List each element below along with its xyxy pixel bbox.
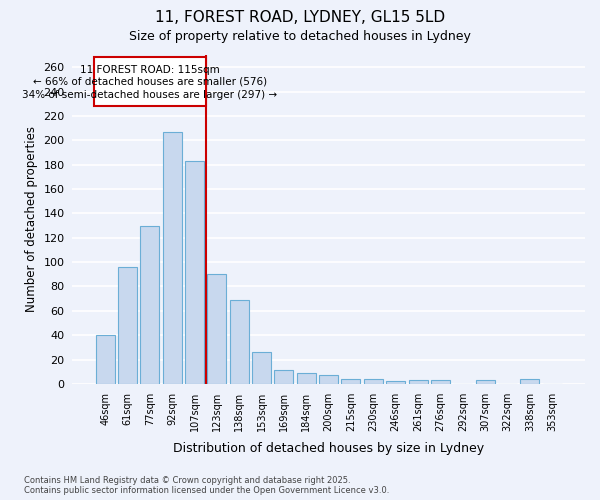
Bar xyxy=(208,274,226,384)
Text: 11 FOREST ROAD: 115sqm: 11 FOREST ROAD: 115sqm xyxy=(80,64,220,74)
Bar xyxy=(163,132,182,384)
Bar xyxy=(341,379,361,384)
Bar xyxy=(409,380,428,384)
Text: 11, FOREST ROAD, LYDNEY, GL15 5LD: 11, FOREST ROAD, LYDNEY, GL15 5LD xyxy=(155,10,445,25)
Text: ← 66% of detached houses are smaller (576): ← 66% of detached houses are smaller (57… xyxy=(33,77,267,87)
Text: Size of property relative to detached houses in Lydney: Size of property relative to detached ho… xyxy=(129,30,471,43)
Bar xyxy=(95,335,115,384)
Bar xyxy=(319,376,338,384)
Bar xyxy=(252,352,271,384)
Bar xyxy=(386,382,405,384)
Text: Contains HM Land Registry data © Crown copyright and database right 2025.
Contai: Contains HM Land Registry data © Crown c… xyxy=(24,476,389,495)
Bar xyxy=(431,380,450,384)
Bar xyxy=(520,379,539,384)
Bar xyxy=(230,300,249,384)
Bar xyxy=(274,370,293,384)
Bar xyxy=(94,58,206,106)
Bar xyxy=(185,161,204,384)
Y-axis label: Number of detached properties: Number of detached properties xyxy=(25,126,38,312)
Bar xyxy=(364,379,383,384)
Bar xyxy=(118,267,137,384)
Text: 34% of semi-detached houses are larger (297) →: 34% of semi-detached houses are larger (… xyxy=(22,90,277,101)
Bar xyxy=(297,373,316,384)
X-axis label: Distribution of detached houses by size in Lydney: Distribution of detached houses by size … xyxy=(173,442,484,455)
Bar xyxy=(140,226,159,384)
Bar xyxy=(476,380,494,384)
